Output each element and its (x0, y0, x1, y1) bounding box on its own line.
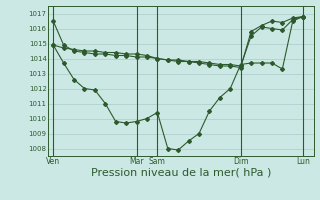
X-axis label: Pression niveau de la mer( hPa ): Pression niveau de la mer( hPa ) (91, 168, 271, 178)
